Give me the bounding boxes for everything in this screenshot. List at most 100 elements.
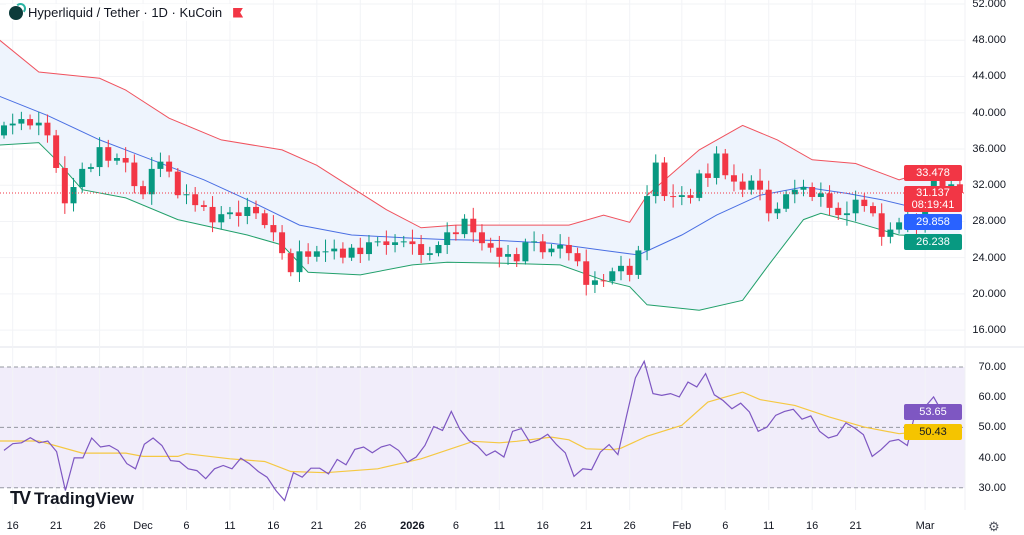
candle-body xyxy=(166,161,173,172)
candle-body xyxy=(435,244,442,254)
candle-body xyxy=(122,158,129,163)
bollinger-fill xyxy=(0,40,960,311)
time-tick-label: Mar xyxy=(915,520,935,532)
candle-body xyxy=(418,244,425,255)
candle-body xyxy=(96,147,103,168)
candle-body xyxy=(1,125,7,136)
price-tick-label: 16.000 xyxy=(972,324,1006,337)
candle-body xyxy=(331,248,338,252)
candle-body xyxy=(843,213,850,216)
candle-body xyxy=(235,212,242,217)
candle-body xyxy=(470,218,477,233)
price-tick-label: 20.000 xyxy=(972,287,1006,300)
candle-body xyxy=(279,232,286,254)
candle-body xyxy=(400,241,407,243)
candle-body xyxy=(322,251,329,253)
tradingview-logo[interactable]: TV TradingView xyxy=(10,488,134,509)
time-tick-label: 16 xyxy=(806,520,819,532)
candle-body xyxy=(157,161,164,169)
candle-body xyxy=(192,194,199,206)
candle-body xyxy=(730,175,737,182)
time-tick-label: 21 xyxy=(580,520,593,532)
upper-band-tag: 33.478 xyxy=(904,165,962,181)
time-tick-label: 2026 xyxy=(400,520,425,532)
candle-body xyxy=(722,153,729,176)
candle-body xyxy=(696,173,703,198)
time-tick-label: 11 xyxy=(763,520,775,532)
time-tick-label: 11 xyxy=(224,520,236,532)
candle-body xyxy=(305,251,312,257)
candle-body xyxy=(44,122,51,136)
candle-body xyxy=(661,162,668,197)
candle-body xyxy=(522,242,529,262)
candle-body xyxy=(783,194,790,209)
candle-body xyxy=(253,206,260,214)
candle-body xyxy=(531,241,538,243)
candle-body xyxy=(113,158,120,161)
rsi-tick-label: 40.00 xyxy=(978,451,1006,464)
time-tick-label: 26 xyxy=(623,520,636,532)
candle-body xyxy=(18,119,25,124)
candle-body xyxy=(365,242,372,255)
candle-body xyxy=(757,180,764,190)
candle-body xyxy=(383,241,390,245)
candle-body xyxy=(313,251,320,257)
tradingview-wordmark: TradingView xyxy=(34,488,134,508)
price-tick-label: 44.000 xyxy=(972,70,1006,83)
candle-body xyxy=(835,207,842,216)
flag-icon[interactable] xyxy=(233,7,244,18)
price-tick-label: 32.000 xyxy=(972,179,1006,192)
candle-body xyxy=(487,243,494,248)
candle-body xyxy=(496,247,503,257)
candle-body xyxy=(296,251,303,273)
candle-body xyxy=(704,173,711,178)
candle-body xyxy=(183,194,190,196)
candle-body xyxy=(574,253,581,262)
candle-body xyxy=(852,199,859,214)
candle-body xyxy=(800,187,807,190)
candle-body xyxy=(878,213,885,237)
candle-body xyxy=(226,212,233,215)
candle-body xyxy=(53,135,60,168)
time-tick-label: 26 xyxy=(354,520,367,532)
last-price-tag: 31.137 08:19:41 xyxy=(904,186,962,212)
candle-body xyxy=(357,247,364,255)
candle-body xyxy=(626,265,633,275)
candle-body xyxy=(478,232,485,244)
candle-body xyxy=(583,261,590,285)
rsi-tick-label: 70.00 xyxy=(978,361,1006,373)
time-tick-label: 6 xyxy=(452,520,459,532)
candle-body xyxy=(539,241,546,253)
candle-body xyxy=(148,168,155,195)
rsi-ma-tag: 50.43 xyxy=(904,424,962,440)
candle-body xyxy=(140,186,147,195)
candle-body xyxy=(826,193,833,208)
candle-body xyxy=(27,119,34,126)
settings-gear-icon[interactable]: ⚙ xyxy=(988,519,1000,534)
candle-body xyxy=(809,187,816,197)
candle-body xyxy=(200,205,207,207)
basis-tag: 29.858 xyxy=(904,214,962,230)
candle-body xyxy=(452,232,459,235)
candle-body xyxy=(209,206,216,223)
time-tick-label: 11 xyxy=(493,520,506,532)
last-price: 31.137 xyxy=(916,187,950,199)
candle-body xyxy=(35,122,42,126)
candle-body xyxy=(270,225,277,233)
candle-body xyxy=(817,193,824,197)
candle-body xyxy=(218,214,225,223)
candle-body xyxy=(392,242,399,245)
rsi-tick-label: 60.00 xyxy=(978,391,1006,404)
rsi-ma-line xyxy=(0,391,960,474)
candle-body xyxy=(287,253,294,273)
candle-body xyxy=(131,162,138,187)
symbol-header[interactable]: Hyperliquid / Tether · 1D · KuCoin xyxy=(6,2,247,21)
time-tick-label: 6 xyxy=(722,520,729,532)
time-tick-label: 16 xyxy=(267,520,280,532)
candle-body xyxy=(513,254,520,262)
candle-body xyxy=(339,248,346,258)
candle-body xyxy=(687,195,694,198)
price-tick-label: 36.000 xyxy=(972,142,1006,155)
price-tick-label: 52.000 xyxy=(972,0,1006,10)
